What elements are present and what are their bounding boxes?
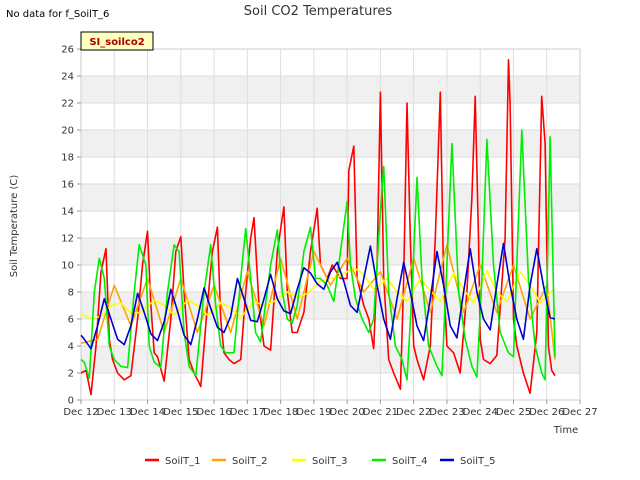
y-tick-label: 22 <box>61 99 74 110</box>
y-tick-label: 10 <box>61 261 74 272</box>
series-line-soilt-4 <box>80 129 556 381</box>
grid-band <box>81 346 580 373</box>
x-axis-label: Time <box>553 425 578 436</box>
x-tick-label: Dec 18 <box>263 407 298 418</box>
y-tick-label: 2 <box>68 369 74 380</box>
legend-label-soilt-4: SoilT_4 <box>392 456 428 467</box>
plot-frame <box>80 48 581 401</box>
grid-band <box>81 373 580 400</box>
x-tick-label: Dec 25 <box>496 407 531 418</box>
x-tick-label: Dec 12 <box>63 407 98 418</box>
x-tick-label: Dec 15 <box>163 407 198 418</box>
site-badge: SI_soilco2 <box>80 31 154 51</box>
x-tick-label: Dec 19 <box>296 407 331 418</box>
grid-band <box>81 238 580 265</box>
grid-band <box>81 157 580 184</box>
legend-label-soilt-5: SoilT_5 <box>460 456 496 467</box>
x-tick-label: Dec 17 <box>230 407 265 418</box>
x-tick-label: Dec 20 <box>330 407 365 418</box>
grid-band <box>81 184 580 211</box>
x-tick-label: Dec 27 <box>562 407 597 418</box>
series-line-soilt-5 <box>80 242 556 350</box>
legend-label-soilt-3: SoilT_3 <box>312 456 348 467</box>
grid-band <box>81 211 580 238</box>
grid-band <box>81 76 580 103</box>
no-data-note: No data for f_SoilT_6 <box>6 9 109 20</box>
site-badge-box <box>80 31 154 51</box>
x-tick-label: Dec 26 <box>529 407 564 418</box>
x-tick-label: Dec 24 <box>463 407 498 418</box>
y-tick-label: 12 <box>61 234 74 245</box>
legend: SoilT_1 SoilT_2 SoilT_3 SoilT_4 SoilT_5 <box>145 456 496 467</box>
y-tick-label: 8 <box>68 288 74 299</box>
series-line-soilt-2 <box>80 244 556 360</box>
x-tick-label: Dec 16 <box>196 407 231 418</box>
x-tick-label: Dec 22 <box>396 407 431 418</box>
chart-title: Soil CO2 Temperatures <box>244 4 393 19</box>
x-tick-label: Dec 23 <box>429 407 464 418</box>
y-tick-label: 6 <box>68 315 74 326</box>
y-axis-label: Soil Temperature (C) <box>9 175 20 278</box>
legend-label-soilt-1: SoilT_1 <box>165 456 201 467</box>
grid-band <box>81 103 580 130</box>
y-tick-label: 16 <box>61 180 74 191</box>
grid-band <box>81 130 580 157</box>
x-tick-label: Dec 21 <box>363 407 398 418</box>
grid-band <box>81 49 580 76</box>
y-tick-label: 4 <box>68 342 74 353</box>
y-tick-label: 0 <box>68 396 74 407</box>
x-tick-label: Dec 13 <box>97 407 132 418</box>
y-tick-label: 14 <box>61 207 74 218</box>
series-line-soilt-3 <box>80 266 554 320</box>
legend-label-soilt-2: SoilT_2 <box>232 456 268 467</box>
series-lines <box>80 58 556 396</box>
y-tick-label: 18 <box>61 153 74 164</box>
grid-band <box>81 319 580 346</box>
y-tick-label: 26 <box>61 45 74 56</box>
x-tick-label: Dec 14 <box>130 407 165 418</box>
y-tick-label: 24 <box>61 72 74 83</box>
y-tick-label: 20 <box>61 126 74 137</box>
site-badge-label: SI_soilco2 <box>89 37 144 48</box>
